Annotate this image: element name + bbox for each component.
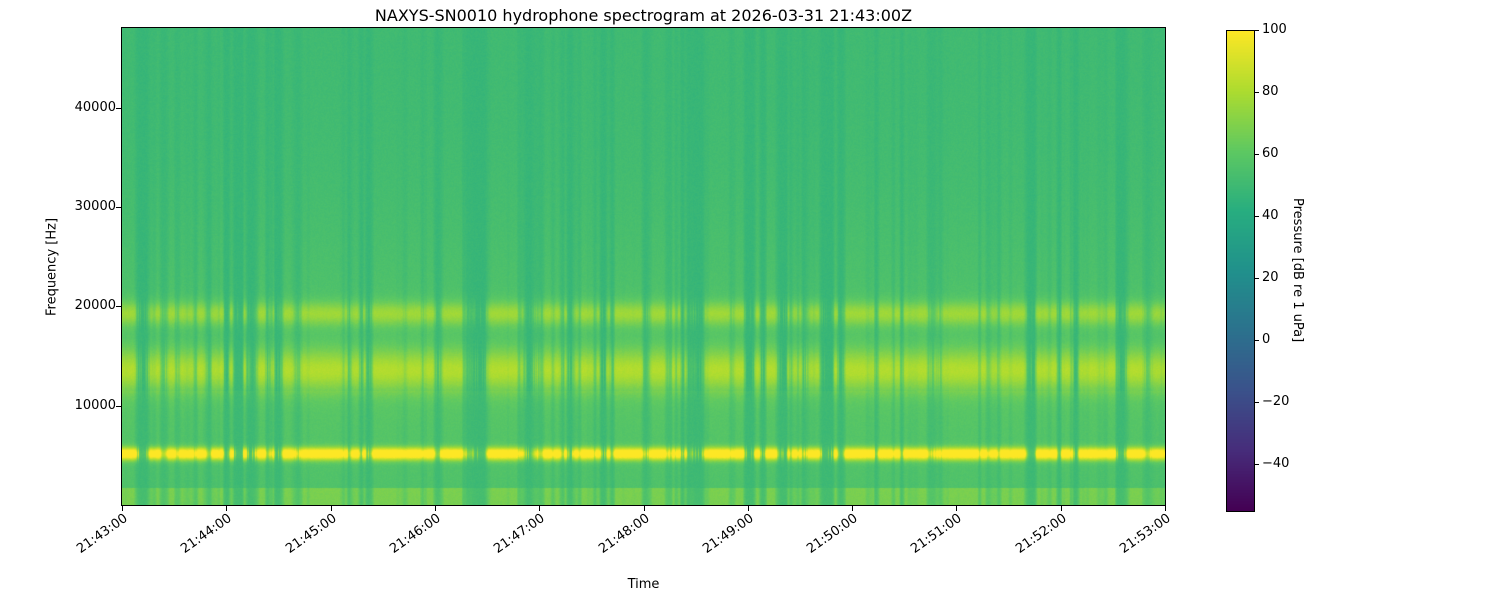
x-tick-label: 21:43:00 bbox=[74, 511, 131, 557]
y-tick-mark bbox=[116, 107, 121, 109]
chart-title: NAXYS-SN0010 hydrophone spectrogram at 2… bbox=[374, 6, 913, 25]
x-tick-label: 21:52:00 bbox=[1012, 511, 1070, 557]
x-tick-mark bbox=[1165, 506, 1166, 511]
colorbar-tick-label: 40 bbox=[1262, 207, 1279, 223]
x-tick-mark bbox=[122, 506, 123, 511]
x-tick-mark bbox=[539, 506, 541, 511]
x-tick-label: 21:46:00 bbox=[387, 511, 444, 557]
x-tick-mark bbox=[852, 506, 854, 511]
colorbar-tick-label: 60 bbox=[1262, 145, 1279, 161]
colorbar-tick-mark bbox=[1255, 215, 1259, 217]
colorbar-tick-mark bbox=[1255, 153, 1259, 155]
colorbar-tick-label: 20 bbox=[1262, 269, 1279, 285]
colorbar-tick-label: 0 bbox=[1262, 331, 1271, 347]
colorbar bbox=[1226, 30, 1255, 512]
x-tick-label: 21:51:00 bbox=[908, 511, 965, 557]
x-tick-label: 21:48:00 bbox=[595, 511, 653, 557]
colorbar-label-wrap: Pressure [dB re 1 uPa] bbox=[1290, 30, 1305, 510]
plot-area bbox=[121, 27, 1166, 506]
colorbar-tick-mark bbox=[1255, 30, 1259, 31]
colorbar-tick-label: 100 bbox=[1262, 22, 1287, 37]
colorbar-tick-mark bbox=[1255, 401, 1259, 403]
colorbar-label: Pressure [dB re 1 uPa] bbox=[1290, 197, 1305, 343]
colorbar-tick-label: −40 bbox=[1262, 455, 1290, 471]
colorbar-tick-mark bbox=[1255, 277, 1259, 279]
colorbar-tick-mark bbox=[1255, 463, 1259, 465]
spectrogram-heatmap bbox=[122, 28, 1165, 505]
x-tick-mark bbox=[226, 506, 228, 511]
x-tick-label: 21:53:00 bbox=[1117, 511, 1174, 557]
colorbar-gradient bbox=[1227, 31, 1254, 511]
y-tick-mark bbox=[116, 306, 121, 308]
x-tick-mark bbox=[434, 506, 436, 511]
x-tick-label: 21:47:00 bbox=[491, 511, 548, 557]
x-tick-mark bbox=[956, 506, 958, 511]
x-tick-label: 21:49:00 bbox=[699, 511, 757, 557]
x-tick-mark bbox=[747, 506, 749, 511]
x-axis-label: Time bbox=[627, 577, 660, 592]
x-tick-label: 21:44:00 bbox=[178, 511, 235, 557]
x-tick-label: 21:50:00 bbox=[804, 511, 861, 557]
x-tick-label: 21:45:00 bbox=[282, 511, 340, 557]
x-tick-mark bbox=[1060, 506, 1062, 511]
x-tick-mark bbox=[330, 506, 332, 511]
y-tick-label: 30000 bbox=[74, 198, 116, 214]
colorbar-tick-mark bbox=[1255, 91, 1259, 93]
colorbar-tick-mark bbox=[1255, 339, 1259, 341]
colorbar-tick-label: −20 bbox=[1262, 393, 1290, 409]
y-tick-mark bbox=[116, 405, 121, 407]
y-tick-label: 40000 bbox=[74, 99, 116, 115]
colorbar-tick-label: 80 bbox=[1262, 83, 1279, 99]
y-tick-label: 10000 bbox=[74, 397, 116, 413]
y-tick-mark bbox=[116, 206, 121, 208]
x-tick-mark bbox=[643, 506, 645, 511]
y-tick-label: 20000 bbox=[74, 298, 116, 314]
